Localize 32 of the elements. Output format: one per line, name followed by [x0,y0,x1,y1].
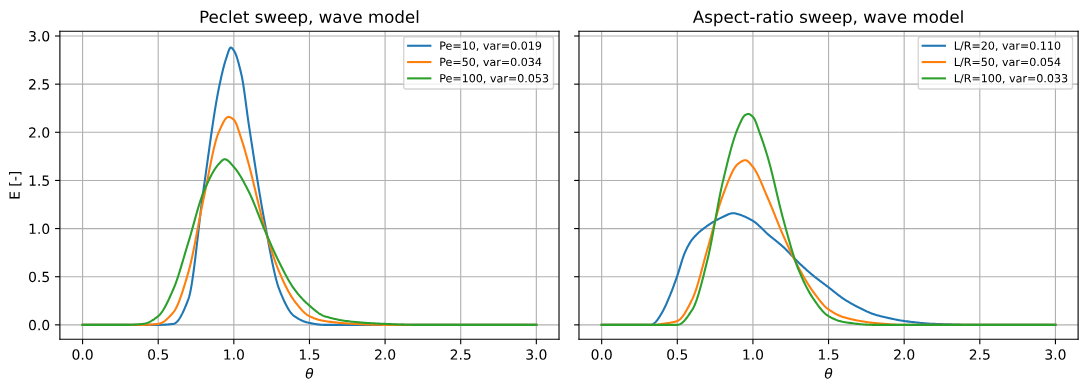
y-tick-label: 0.0 [29,319,50,331]
x-tick-label: 1.5 [299,349,320,360]
legend-label: L/R=100, var=0.033 [954,74,1068,84]
y-tick-label: 1.5 [29,175,49,186]
legend-label: L/R=20, var=0.110 [954,41,1061,51]
x-tick-label: 0.0 [72,349,93,360]
x-tick-label: 1.0 [224,349,244,360]
x-tick-label: 1.0 [743,349,764,360]
chart-title: Peclet sweep, wave model [200,10,419,27]
x-tick-label: 2.5 [450,349,471,360]
x-axis-title: θ [824,367,833,379]
x-tick-label: 2.0 [894,349,915,360]
x-axis-title: θ [305,367,314,379]
x-tick-label: 0.5 [667,349,688,360]
y-tick-label: 0.5 [29,271,49,283]
chart-title: Aspect-ratio sweep, wave model [692,10,963,27]
legend-label: L/R=50, var=0.054 [954,57,1061,68]
y-axis-title: E [-] [9,171,22,199]
legend-label: Pe=10, var=0.019 [440,41,542,51]
x-tick-label: 0.0 [591,349,612,360]
legend-label: Pe=50, var=0.034 [440,57,542,68]
y-tick-label: 1.0 [29,223,50,235]
y-tick-label: 2.0 [29,127,50,138]
y-tick-label: 3.0 [29,30,50,42]
x-tick-label: 1.5 [819,349,839,360]
x-tick-label: 2.5 [969,349,990,360]
legend-label: Pe=100, var=0.053 [440,74,549,84]
x-tick-label: 3.0 [526,349,547,360]
y-tick-label: 2.5 [29,79,49,90]
x-tick-label: 2.0 [375,349,396,360]
x-tick-label: 3.0 [1045,349,1066,360]
x-tick-label: 0.5 [148,349,169,360]
